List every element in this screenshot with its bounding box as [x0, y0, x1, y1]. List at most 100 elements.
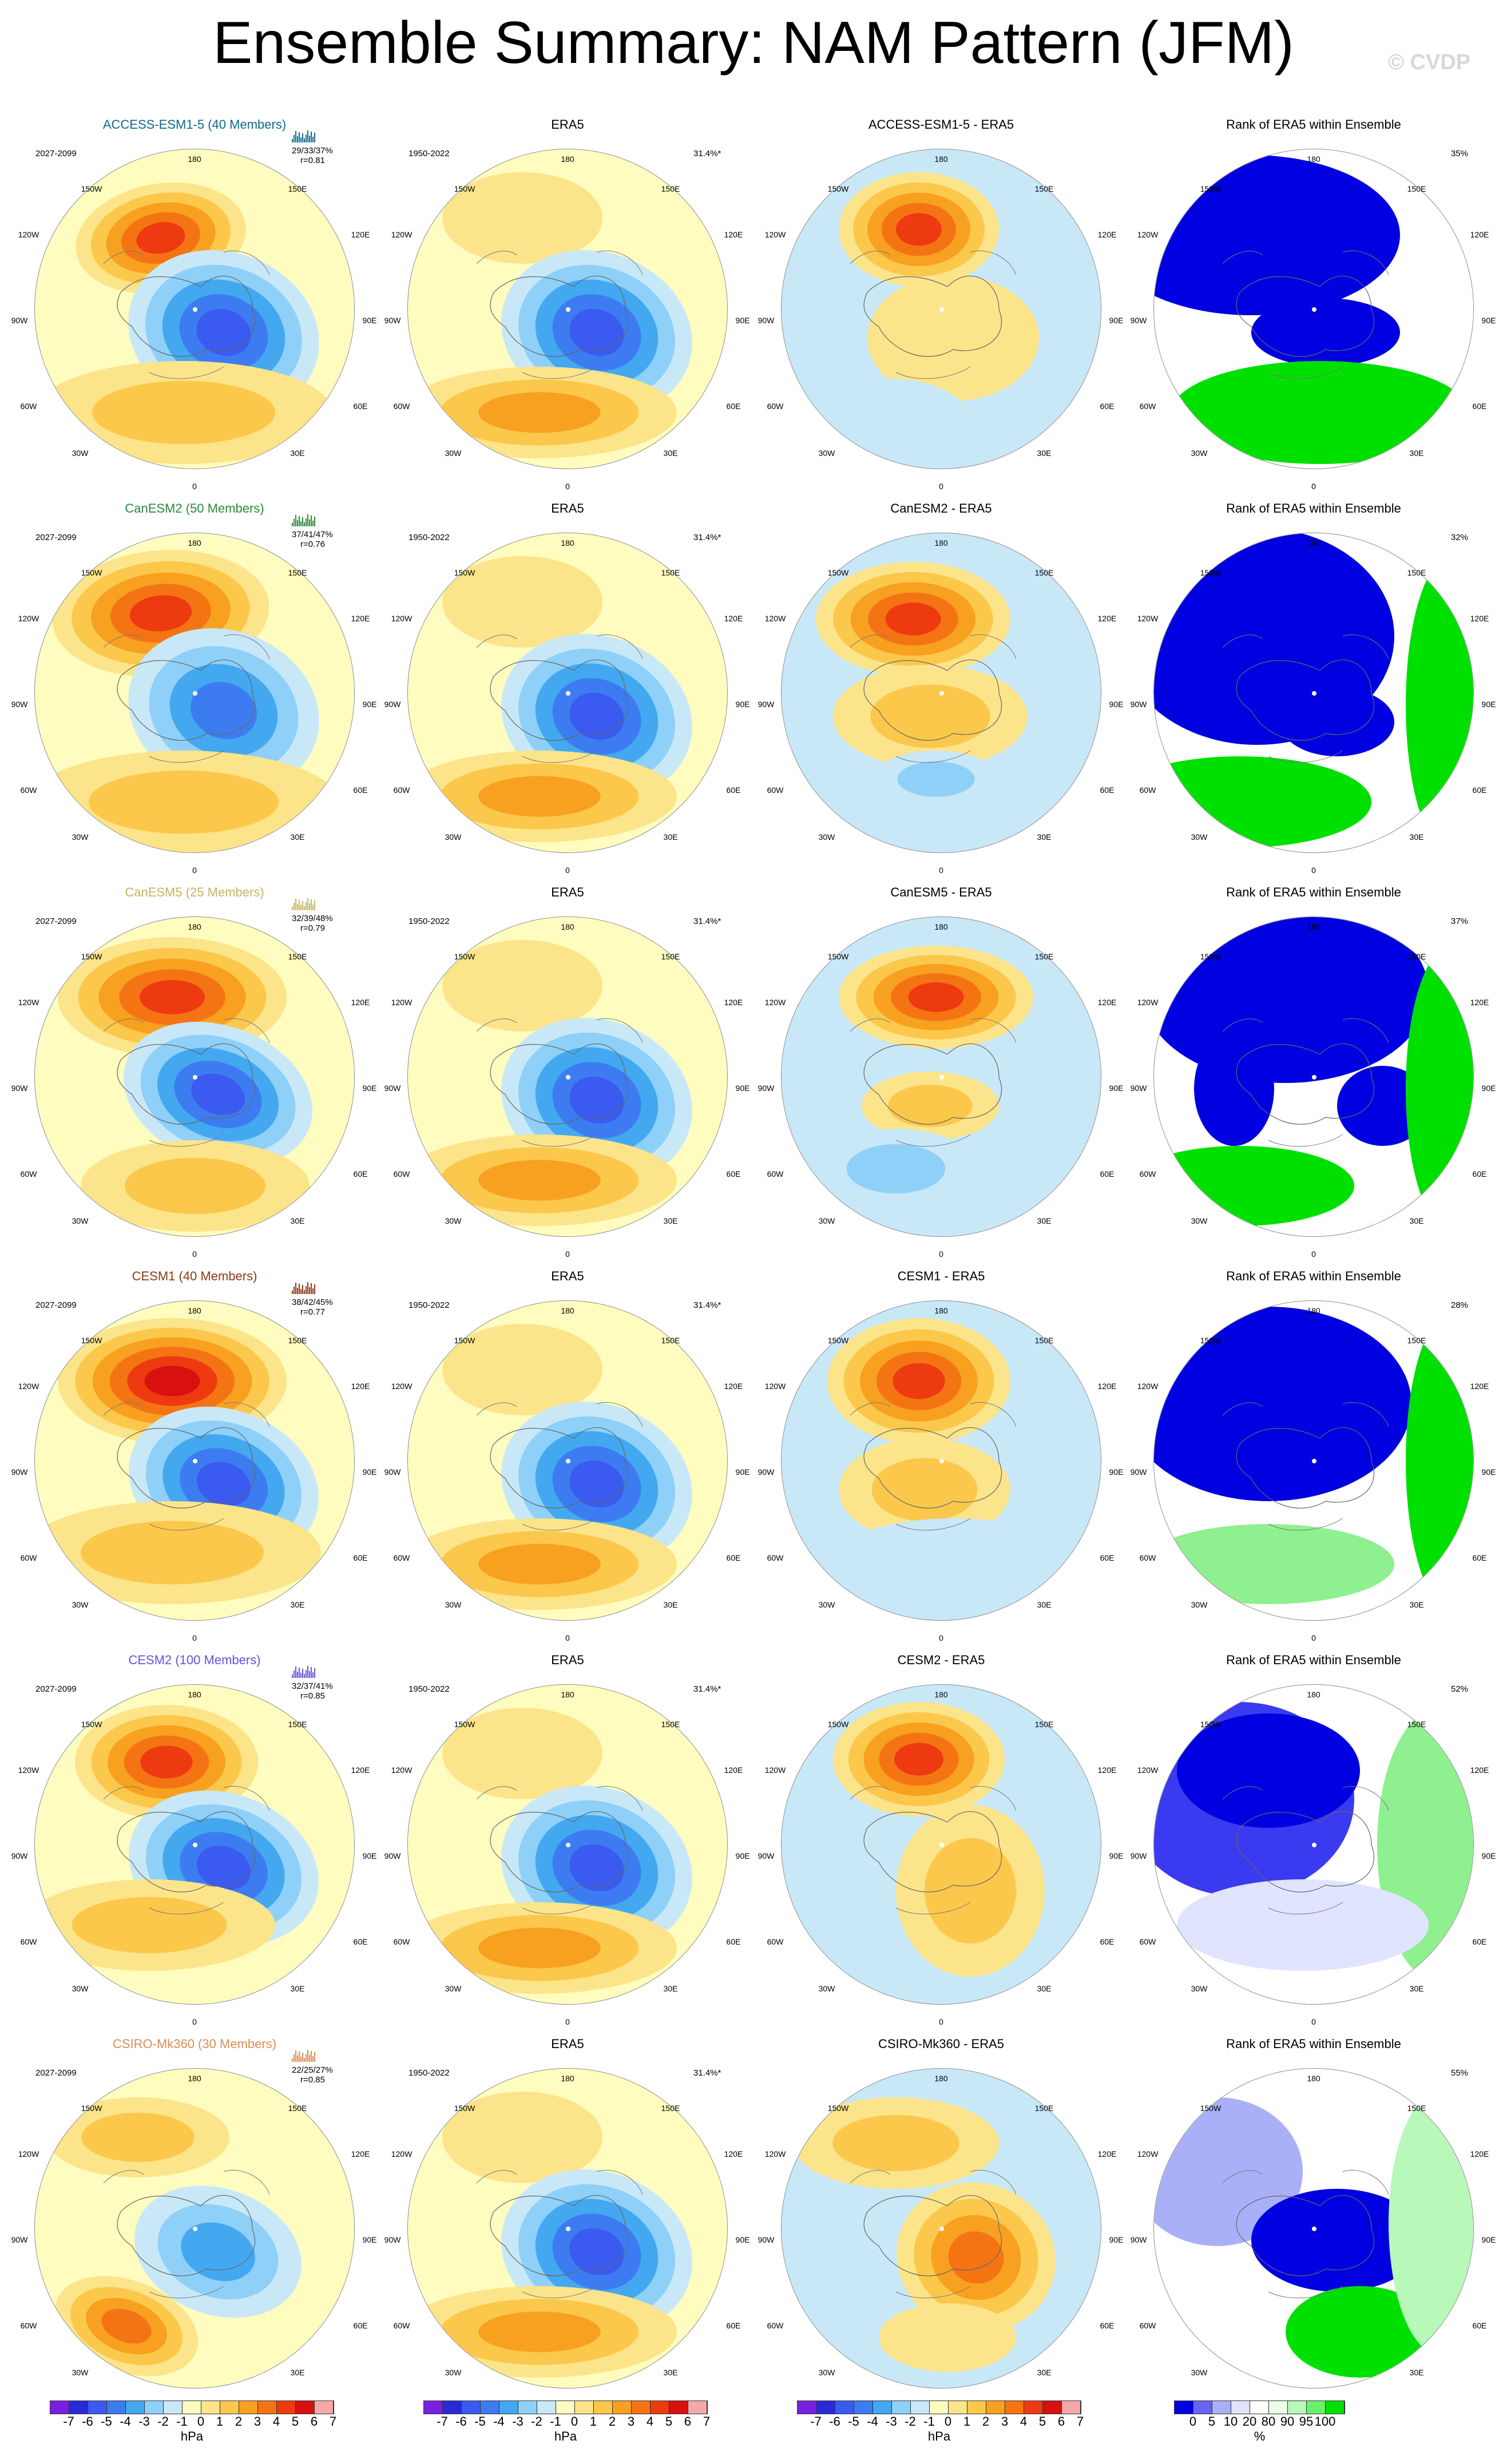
diff-title: CanESM2 - ERA5 [890, 501, 992, 515]
longitude-label-br: 30E [1409, 1984, 1424, 1993]
rank-title: Rank of ERA5 within Ensemble [1226, 1653, 1401, 1667]
obs-panel: ERA51950-202231.4%*180090W90E150W150E120… [384, 885, 751, 1263]
colorbar-tick-label: 0 [570, 2414, 578, 2429]
longitude-label-right: 90E [735, 316, 750, 325]
member-tick [314, 900, 315, 910]
longitude-label-left: 90W [11, 700, 28, 709]
longitude-label-lr: 60E [1100, 1937, 1115, 1946]
obs-title: ERA5 [551, 1653, 584, 1667]
diff-title: CanESM5 - ERA5 [890, 885, 992, 899]
longitude-label-bottom: 0 [939, 866, 943, 875]
longitude-label-tr: 150E [1407, 568, 1426, 577]
polar-map [34, 916, 355, 1237]
member-tick [312, 1672, 314, 1678]
colorbar-swatch [201, 2401, 220, 2414]
longitude-label-ur: 120E [351, 1765, 370, 1775]
longitude-label-ul: 120W [764, 1382, 786, 1391]
colorbar-tick-label: 95 [1299, 2414, 1314, 2429]
pole-marker [939, 1843, 944, 1847]
member-spread-icon [292, 1281, 315, 1294]
longitude-label-ul: 120W [18, 1382, 39, 1391]
colorbar-swatch [126, 2401, 145, 2414]
colorbar-tick-label: 7 [703, 2414, 711, 2429]
longitude-label-left: 90W [758, 2235, 775, 2244]
longitude-label-ul: 120W [1137, 614, 1159, 623]
member-tick [292, 523, 293, 526]
model-title: CanESM5 (25 Members) [125, 885, 264, 899]
member-spread-icon [292, 2049, 315, 2062]
longitude-label-ur: 120E [1470, 2149, 1489, 2159]
member-tick [292, 1675, 293, 1678]
member-tick [309, 1287, 310, 1294]
model-title: CESM2 (100 Members) [128, 1653, 261, 1667]
colorbar-swatch [1193, 2401, 1212, 2414]
longitude-label-right: 90E [1481, 316, 1496, 325]
polar-map [1153, 533, 1474, 853]
pole-marker [193, 691, 197, 696]
rank-title: Rank of ERA5 within Ensemble [1226, 501, 1401, 515]
colorbar-swatch [164, 2401, 183, 2414]
member-tick [304, 1290, 305, 1294]
colorbar-tick-label: 5 [1038, 2414, 1046, 2429]
longitude-label-right: 90E [735, 700, 750, 709]
member-tick [304, 138, 305, 142]
member-tick [312, 521, 314, 526]
pole-marker [939, 691, 944, 696]
longitude-label-br: 30E [1037, 1600, 1052, 1609]
colorbar-swatches [1174, 2400, 1345, 2414]
member-tick [295, 1667, 296, 1678]
colorbar-swatch [575, 2401, 594, 2414]
rank-panel: Rank of ERA5 within Ensemble28%180090W90… [1131, 1269, 1497, 1646]
colorbar-swatch [315, 2401, 334, 2414]
colorbar-tick-label: 80 [1261, 2414, 1276, 2429]
diff-title: CSIRO-Mk360 - ERA5 [878, 2037, 1005, 2051]
longitude-label-ll: 60W [1139, 785, 1156, 795]
member-tick [312, 137, 314, 142]
longitude-label-bottom: 0 [192, 2017, 197, 2026]
colorbar-ticks: -7 -6 -5 -4 -3 -2 -1 0 1 2 3 4 5 6 7 [797, 2414, 1084, 2429]
longitude-label-ul: 120W [18, 998, 39, 1007]
longitude-label-right: 90E [362, 316, 377, 325]
member-tick [311, 1667, 312, 1678]
polar-map [781, 1684, 1101, 2005]
colorbar-tick-label: 4 [272, 2414, 280, 2429]
longitude-label-bl: 30W [445, 2368, 462, 2377]
longitude-label-lr: 60E [353, 1169, 368, 1179]
member-tick [311, 2051, 312, 2062]
colorbar-swatches [797, 2400, 1081, 2414]
longitude-label-ll: 60W [767, 1553, 784, 1562]
colorbar-swatch [1043, 2401, 1062, 2414]
longitude-label-tr: 150E [1407, 184, 1426, 193]
colorbar-tick-label: 2 [235, 2414, 243, 2429]
colorbar-tick-label: 2 [982, 2414, 990, 2429]
pole-marker [193, 1843, 197, 1847]
polar-map [1153, 149, 1474, 469]
longitude-label-bottom: 0 [939, 1633, 943, 1642]
obs-panel: ERA51950-202231.4%*180090W90E150W150E120… [384, 2037, 751, 2414]
colorbar-unit: hPa [554, 2429, 577, 2443]
longitude-label-ul: 120W [391, 2149, 413, 2159]
longitude-label-ur: 120E [1470, 230, 1489, 239]
longitude-label-lr: 60E [1100, 1169, 1115, 1179]
colorbar-tick-label: -7 [63, 2414, 74, 2429]
longitude-label-br: 30E [290, 1216, 305, 1225]
member-tick [311, 515, 312, 526]
diff-title: CESM2 - ERA5 [897, 1653, 985, 1667]
colorbar-swatches [423, 2400, 708, 2414]
colorbar-swatch [986, 2401, 1005, 2414]
longitude-label-lr: 60E [726, 1937, 741, 1946]
longitude-label-tl: 150W [827, 184, 849, 193]
longitude-label-ul: 120W [764, 230, 786, 239]
longitude-label-lr: 60E [353, 402, 368, 411]
colorbar-tick-label: 0 [197, 2414, 205, 2429]
longitude-label-bl: 30W [445, 1216, 462, 1225]
colorbar-unit: % [1254, 2429, 1266, 2443]
longitude-label-ur: 120E [724, 1382, 743, 1391]
colorbar-swatch [69, 2401, 88, 2414]
colorbar-tick-label: -4 [493, 2414, 505, 2429]
member-tick [309, 2055, 310, 2062]
longitude-label-bl: 30W [818, 1984, 835, 1993]
model-panel: CSIRO-Mk360 (30 Members)2027-209922/25/2… [11, 2037, 378, 2414]
colorbar-hpa-3: -7 -6 -5 -4 -3 -2 -1 0 1 2 3 4 5 6 7 hPa [797, 2400, 1084, 2444]
longitude-label-tr: 150E [288, 952, 307, 961]
